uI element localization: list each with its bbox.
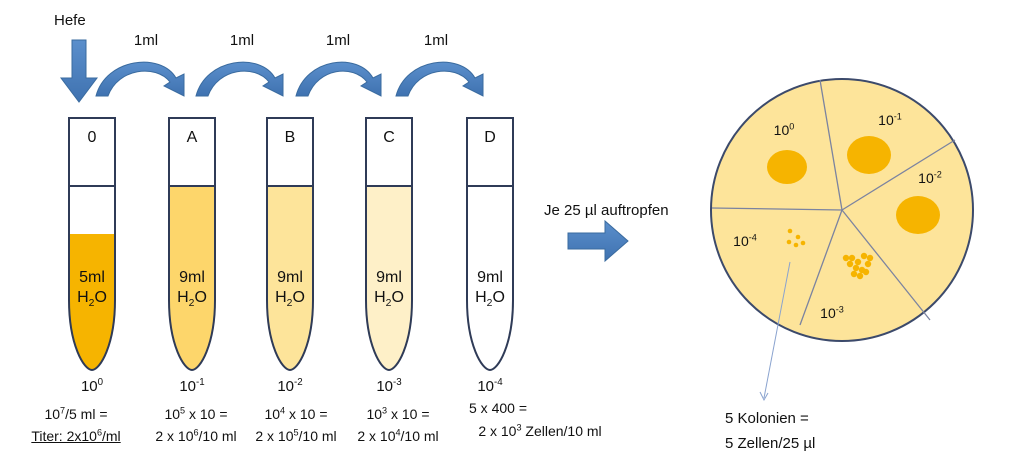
tube-calc1-0: 107/5 ml = <box>44 405 108 422</box>
tube-dilution-0: 100 <box>80 377 104 395</box>
colony-dot <box>842 254 850 262</box>
colony-blob <box>847 136 891 174</box>
tube-liquid <box>267 187 313 370</box>
tube-letter-D: D <box>484 129 496 146</box>
tube-content-B: 9ml H2O <box>275 269 305 310</box>
colony-dot <box>866 254 874 262</box>
result-line-2: 5 Zellen/25 µl <box>725 435 816 452</box>
colony-dot <box>862 268 870 276</box>
tube-A <box>168 117 216 372</box>
tube-liquid <box>169 187 215 370</box>
colony-blob <box>896 196 940 234</box>
transfer-volume-3: 1ml <box>325 32 351 49</box>
transfer-volume-2: 1ml <box>229 32 255 49</box>
colony-dot <box>856 272 864 280</box>
hefe-label: Hefe <box>54 12 86 29</box>
tube-calc2-D: 2 x 103 Zellen/10 ml <box>478 422 602 439</box>
plate-sector-label-5: 10-4 <box>733 232 757 249</box>
tube-calc2-0: Titer: 2x106/ml <box>31 427 121 444</box>
tube-calc1-C: 103 x 10 = <box>366 405 430 422</box>
tube-dilution-D: 10-4 <box>477 377 503 395</box>
tube-outline <box>168 117 216 372</box>
colony-dot <box>852 264 860 272</box>
plate-sector-divider <box>799 209 843 326</box>
tube-content-D: 9ml H2O <box>475 269 505 310</box>
colony-dot <box>786 239 792 245</box>
tube-dilution-B: 10-2 <box>277 377 303 395</box>
tube-dilution-C: 10-3 <box>376 377 402 395</box>
transfer-arrows <box>60 39 629 263</box>
transfer-arrow-3 <box>295 61 382 97</box>
plate-sector-divider <box>819 79 843 211</box>
result-pointer-head <box>759 391 769 402</box>
tube-content-0: 5ml H2O <box>77 269 107 310</box>
tube-letter-0: 0 <box>87 129 97 146</box>
plate-sector-label-4: 10-3 <box>820 304 844 321</box>
tube-letter-C: C <box>383 129 395 146</box>
tube-liquid <box>366 187 412 370</box>
plate-sector-divider <box>841 139 956 211</box>
colony-dot <box>800 240 806 246</box>
tube-calc2-A: 2 x 106/10 ml <box>155 427 237 444</box>
tubes <box>68 117 514 372</box>
colony-dot <box>864 260 872 268</box>
tube-outline <box>365 117 413 372</box>
tube-B <box>266 117 314 372</box>
tube-letter-A: A <box>186 129 198 146</box>
tube-liquid <box>69 234 115 370</box>
transfer-volume-4: 1ml <box>423 32 449 49</box>
colony-blob <box>767 150 807 184</box>
tube-liquid <box>467 187 513 370</box>
transfer-arrow-4 <box>395 61 484 97</box>
plate-arrow <box>567 219 629 263</box>
tube-calc2-B: 2 x 105/10 ml <box>255 427 337 444</box>
tube-outline <box>266 117 314 372</box>
tube-calc2-C: 2 x 104/10 ml <box>357 427 439 444</box>
plate-sector-label-3: 10-2 <box>918 169 942 186</box>
tube-outline <box>466 117 514 372</box>
plate-sector-label-1: 100 <box>773 121 795 138</box>
tube-dilution-A: 10-1 <box>179 377 205 395</box>
result-pointer-line <box>763 261 791 399</box>
colony-dot <box>848 254 856 262</box>
colony-dot <box>793 242 799 248</box>
transfer-arrow-2 <box>195 61 284 97</box>
tube-D <box>466 117 514 372</box>
colony-dot <box>850 270 858 278</box>
tube-calc1-D: 5 x 400 = <box>469 400 527 416</box>
tube-calc1-A: 105 x 10 = <box>164 405 228 422</box>
transfer-volume-1: 1ml <box>133 32 159 49</box>
tube-content-C: 9ml H2O <box>374 269 404 310</box>
colony-dot <box>787 228 793 234</box>
tube-letter-B: B <box>284 129 296 146</box>
colony-dot <box>846 260 854 268</box>
tube-0 <box>68 117 116 372</box>
transfer-arrow-1 <box>95 61 185 97</box>
colony-dot <box>854 258 862 266</box>
tube-C <box>365 117 413 372</box>
plate-sector-label-2: 10-1 <box>878 111 902 128</box>
colony-dot <box>860 252 868 260</box>
plate-sector-divider <box>841 209 931 321</box>
drop-instruction: Je 25 µl auftropfen <box>544 202 669 219</box>
result-line-1: 5 Kolonien = <box>725 410 809 427</box>
plate-sector-divider <box>711 207 843 211</box>
tube-content-A: 9ml H2O <box>177 269 207 310</box>
tube-calc1-B: 104 x 10 = <box>264 405 328 422</box>
colony-dot <box>795 234 801 240</box>
hefe-arrow-down <box>60 39 98 103</box>
agar-plate <box>710 78 974 402</box>
tube-outline <box>68 117 116 372</box>
